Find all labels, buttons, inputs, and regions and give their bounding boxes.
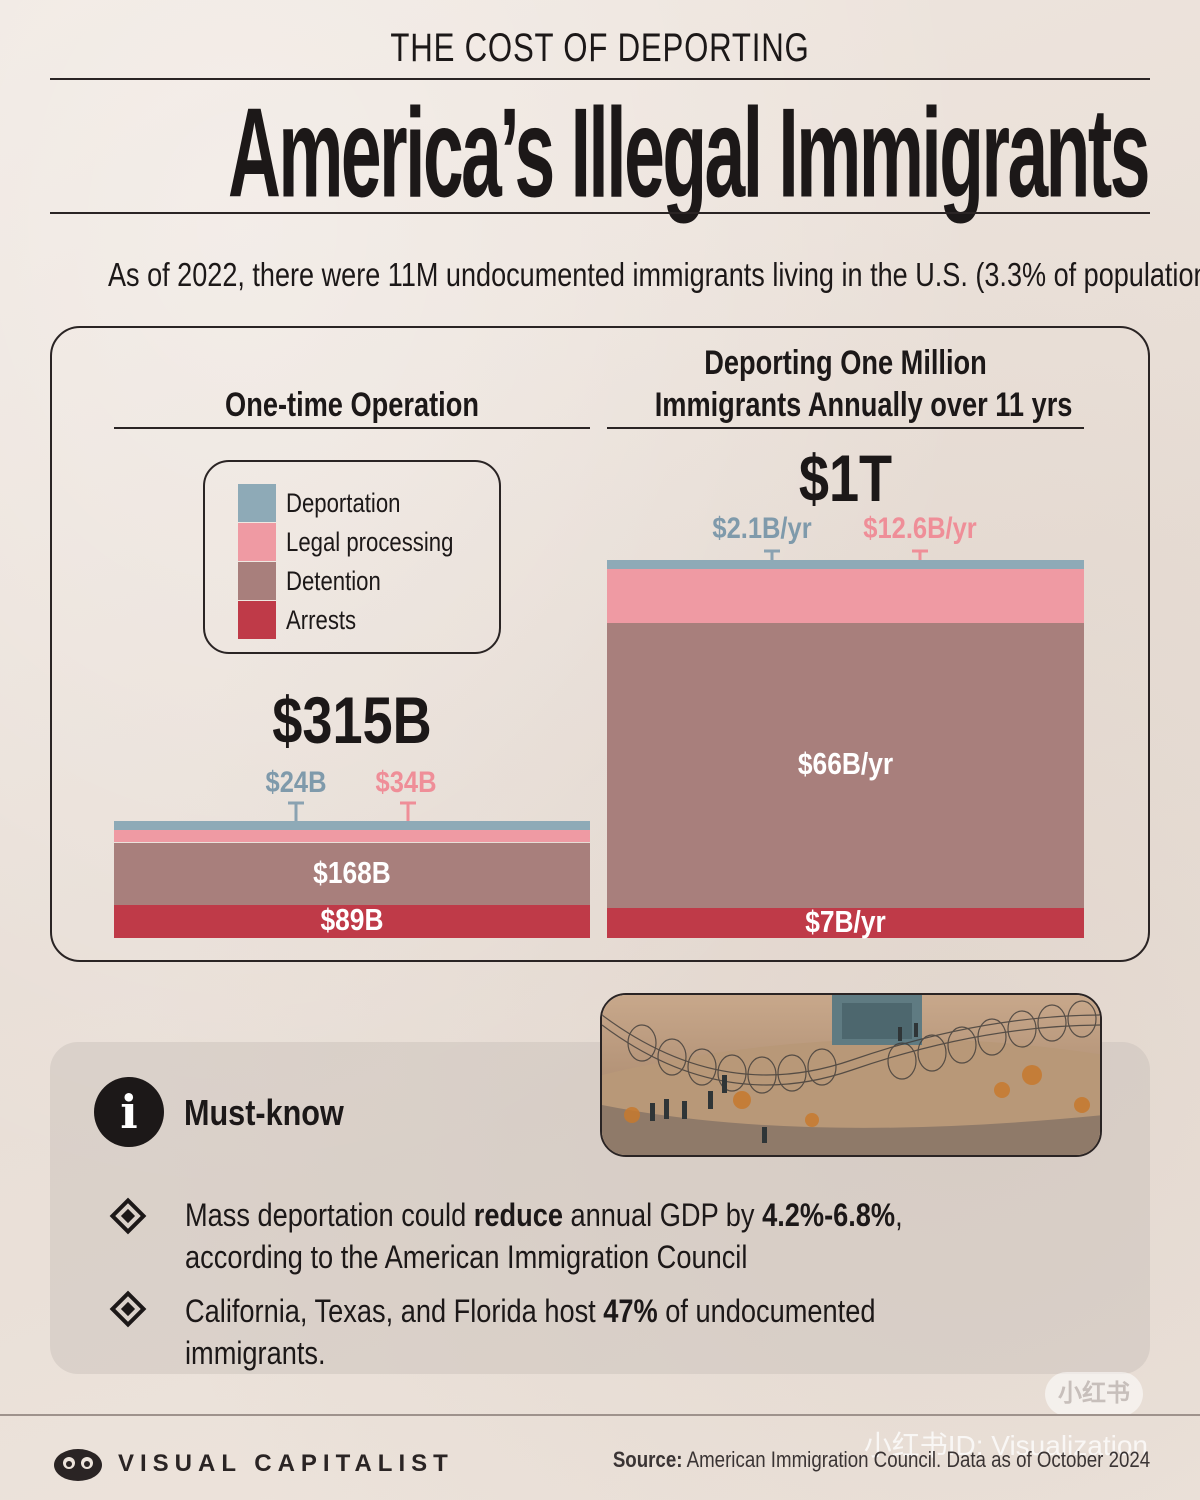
left-bar-segment-detention	[114, 842, 590, 905]
left-deportation-label: $24B	[265, 766, 327, 799]
right-deportation-label: $2.1B/yr	[712, 512, 812, 545]
right-chart-title-line-1: Deporting One Million	[704, 344, 987, 382]
bullet-gdp-text: Mass deportation could	[185, 1197, 474, 1233]
left-bar-segment-arrests	[114, 904, 590, 938]
xiaohongshu-id-watermark: 小红书ID: Visualization	[863, 1430, 1148, 1461]
legend-label-arrests: Arrests	[286, 605, 357, 635]
bullet-states-text: California, Texas, and Florida host	[185, 1293, 604, 1329]
legend-label-legal-processing: Legal processing	[286, 527, 454, 557]
left-deportation-leader	[288, 801, 304, 823]
right-stacked-bar: $7B/yr $66B/yr	[607, 0, 1084, 1500]
right-legal-label: $12.6B/yr	[863, 512, 977, 545]
title-bottom-rule	[50, 212, 1150, 214]
legend-label-deportation: Deportation	[286, 488, 401, 518]
subtitle: As of 2022, there were 11M undocumented …	[108, 256, 1200, 293]
left-total-label: $315B	[272, 683, 432, 757]
right-bar-segment-legal-processing	[607, 569, 1084, 624]
left-chart-title: One-time Operation	[225, 386, 479, 424]
left-stacked-bar: $89B $168B	[114, 0, 590, 1500]
left-bar-segment-legal-processing	[114, 829, 590, 843]
legend-swatch-deportation	[238, 484, 276, 522]
right-bar-label-arrests: $7B/yr	[805, 903, 886, 939]
right-bar-label-detention: $66B/yr	[797, 746, 894, 782]
xiaohongshu-watermark-badge: 小红书	[1045, 1372, 1143, 1416]
source-label: Source:	[612, 1447, 683, 1472]
bullet-gdp-text-mid: annual GDP by	[562, 1197, 763, 1233]
bullet-states: California, Texas, and Florida host 47% …	[185, 1290, 984, 1374]
right-bar-segment-arrests	[607, 907, 1084, 938]
border-fence-illustration	[602, 995, 1100, 1155]
legend-swatch-legal-processing	[238, 523, 276, 561]
source-text: American Immigration Council. Data as of…	[686, 1447, 1150, 1472]
footer-rule	[0, 1414, 1200, 1416]
visual-capitalist-logo-icon	[54, 1449, 102, 1481]
left-legal-label: $34B	[375, 766, 437, 799]
legend: Deportation Legal processing Detention A…	[203, 460, 501, 654]
source-note: Source: American Immigration Council. Da…	[613, 1447, 1150, 1473]
left-bar-segment-deportation	[114, 821, 590, 830]
must-know-heading: Must-know	[184, 1092, 344, 1133]
info-icon: i	[94, 1077, 164, 1147]
legend-swatch-arrests	[238, 601, 276, 639]
kicker-title: THE COST OF DEPORTING	[390, 26, 810, 70]
bullet-gdp-bold-range: 4.2%-6.8%	[762, 1197, 896, 1233]
left-bar-label-arrests: $89B	[320, 902, 384, 938]
brand-name: VISUAL CAPITALIST	[118, 1450, 454, 1477]
right-bar-segment-detention	[607, 623, 1084, 908]
border-fence-photo	[600, 993, 1102, 1157]
right-total-label: $1T	[798, 441, 893, 515]
legend-label-detention: Detention	[286, 566, 381, 596]
right-title-rule	[607, 427, 1084, 429]
bullet-states-text-end: of undocumented immigrants.	[185, 1293, 876, 1371]
legend-swatch-detention	[238, 562, 276, 600]
bullet-states-bold: 47%	[603, 1293, 658, 1329]
title-top-rule	[50, 78, 1150, 80]
right-chart-title: Deporting One Million Immigrants Annuall…	[654, 342, 1073, 426]
bullet-gdp-text-end: , according to the American Immigration …	[185, 1197, 903, 1275]
right-chart-title-line-2: Immigrants Annually over 11 yrs	[654, 386, 1073, 424]
left-title-rule	[114, 427, 590, 429]
bullet-gdp: Mass deportation could reduce annual GDP…	[185, 1194, 984, 1278]
left-bar-label-detention: $168B	[313, 854, 391, 890]
bullet-gdp-bold-reduce: reduce	[473, 1197, 563, 1233]
right-bar-segment-deportation	[607, 560, 1084, 570]
chart-card	[50, 326, 1150, 962]
